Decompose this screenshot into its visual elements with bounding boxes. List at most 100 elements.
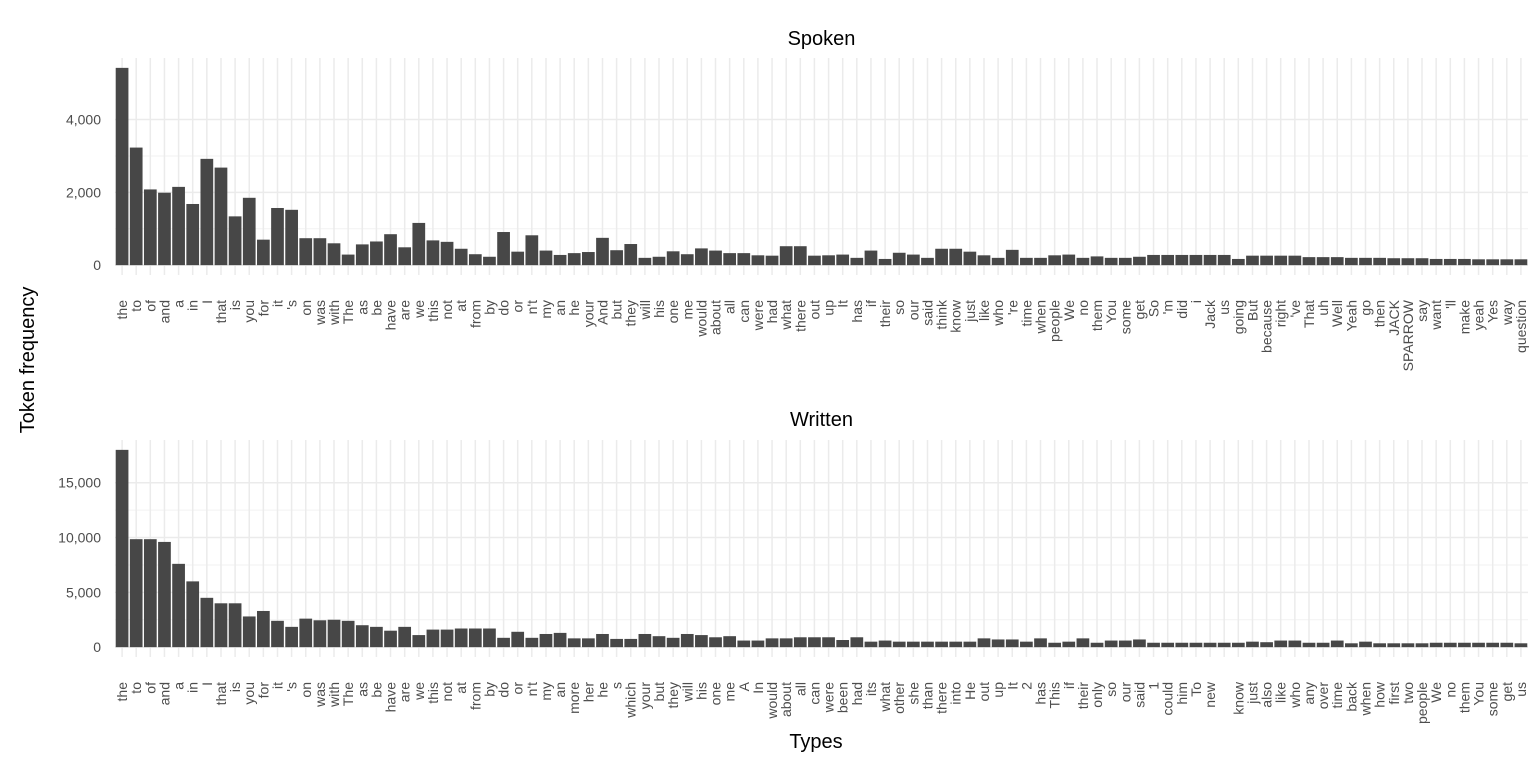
bar bbox=[539, 250, 553, 266]
bar bbox=[892, 252, 906, 266]
bar bbox=[808, 637, 821, 648]
x-tick-label: have bbox=[383, 682, 399, 713]
x-tick-label: would bbox=[693, 300, 709, 338]
x-tick-label: JACK bbox=[1386, 299, 1402, 335]
x-tick-label: do bbox=[496, 682, 512, 698]
bar bbox=[1274, 255, 1288, 266]
x-tick-label: I bbox=[199, 682, 215, 686]
x-tick-label: a bbox=[171, 300, 187, 308]
bar bbox=[426, 240, 440, 266]
bar bbox=[610, 638, 623, 648]
x-tick-label: You bbox=[1103, 300, 1119, 324]
x-tick-label: In bbox=[750, 682, 766, 694]
x-tick-label: know bbox=[948, 299, 964, 333]
x-tick-label: The bbox=[340, 300, 356, 324]
bar bbox=[214, 603, 228, 648]
x-tick-label: out bbox=[806, 300, 822, 320]
bar bbox=[596, 633, 609, 648]
x-tick-label: new bbox=[1202, 681, 1218, 708]
bar bbox=[539, 633, 553, 648]
x-tick-label: Yes bbox=[1485, 300, 1501, 323]
bar bbox=[1020, 257, 1033, 266]
bar bbox=[1260, 255, 1273, 266]
bar bbox=[638, 257, 652, 266]
bar bbox=[158, 541, 171, 648]
bar bbox=[1246, 255, 1259, 266]
bar bbox=[822, 255, 835, 266]
x-tick-label: it bbox=[269, 300, 285, 307]
bar bbox=[1076, 257, 1090, 266]
bar bbox=[158, 192, 171, 266]
x-tick-label: then bbox=[1372, 300, 1388, 327]
bar bbox=[1217, 642, 1231, 648]
bar bbox=[355, 625, 369, 648]
bar bbox=[1458, 642, 1471, 648]
x-tick-label: But bbox=[1244, 300, 1260, 321]
bar bbox=[1288, 640, 1302, 648]
bar bbox=[511, 251, 525, 266]
bar bbox=[991, 257, 1005, 266]
x-tick-label: To bbox=[1188, 682, 1204, 697]
x-tick-label: to bbox=[128, 300, 144, 312]
bar bbox=[666, 637, 680, 648]
bar bbox=[1288, 255, 1302, 266]
x-tick-label: know bbox=[1230, 681, 1246, 715]
bar bbox=[1231, 258, 1245, 266]
bar bbox=[695, 635, 708, 648]
bar bbox=[1090, 256, 1104, 266]
bar bbox=[1175, 642, 1189, 648]
bar bbox=[257, 239, 270, 266]
x-tick-label: us bbox=[1513, 682, 1529, 697]
x-tick-label: could bbox=[1160, 682, 1176, 715]
bar bbox=[355, 244, 369, 266]
bar bbox=[709, 637, 722, 648]
x-tick-label: The bbox=[340, 682, 356, 706]
bar bbox=[1147, 642, 1160, 648]
bar bbox=[581, 638, 595, 648]
y-tick-label: 4,000 bbox=[66, 112, 101, 128]
x-tick-label: they bbox=[665, 682, 681, 708]
bar bbox=[1133, 256, 1146, 266]
bar bbox=[935, 641, 948, 648]
x-tick-label: can bbox=[736, 300, 752, 323]
x-tick-label: his bbox=[651, 300, 667, 318]
x-tick-label: if bbox=[863, 300, 879, 307]
x-tick-label: an bbox=[552, 682, 568, 698]
x-tick-label: a bbox=[171, 682, 187, 690]
bar bbox=[666, 251, 680, 266]
panel-title: Written bbox=[790, 409, 853, 431]
bar bbox=[1062, 641, 1076, 648]
bar bbox=[1104, 640, 1118, 648]
bar bbox=[242, 197, 256, 266]
x-tick-label: by bbox=[481, 300, 497, 315]
bar bbox=[1048, 642, 1062, 648]
x-tick-label: me bbox=[722, 682, 738, 702]
bar bbox=[1203, 642, 1217, 648]
bar bbox=[906, 641, 920, 648]
bar bbox=[497, 637, 510, 648]
bar bbox=[596, 237, 609, 266]
x-tick-label: want bbox=[1428, 300, 1444, 331]
x-tick-label: said bbox=[1131, 682, 1147, 708]
bar bbox=[1472, 259, 1485, 266]
x-tick-label: which bbox=[623, 682, 639, 719]
x-tick-label: going bbox=[1230, 300, 1246, 334]
x-tick-label: for bbox=[255, 300, 271, 317]
x-tick-label: you bbox=[241, 682, 257, 705]
bar bbox=[412, 635, 426, 648]
bar bbox=[1133, 639, 1146, 648]
x-tick-label: say bbox=[1414, 300, 1430, 322]
x-tick-label: or bbox=[510, 682, 526, 695]
x-tick-label: us bbox=[1216, 300, 1232, 315]
bar bbox=[1260, 642, 1273, 648]
x-tick-label: one bbox=[665, 300, 681, 324]
x-tick-label: was bbox=[312, 300, 328, 326]
x-tick-label: 2 bbox=[1018, 682, 1034, 690]
x-tick-label: n't bbox=[524, 682, 540, 696]
bar bbox=[624, 244, 638, 266]
x-tick-label: You bbox=[1471, 682, 1487, 706]
bar bbox=[793, 246, 807, 266]
bar bbox=[242, 616, 256, 648]
bar bbox=[765, 255, 779, 266]
x-tick-label: get bbox=[1499, 682, 1515, 702]
